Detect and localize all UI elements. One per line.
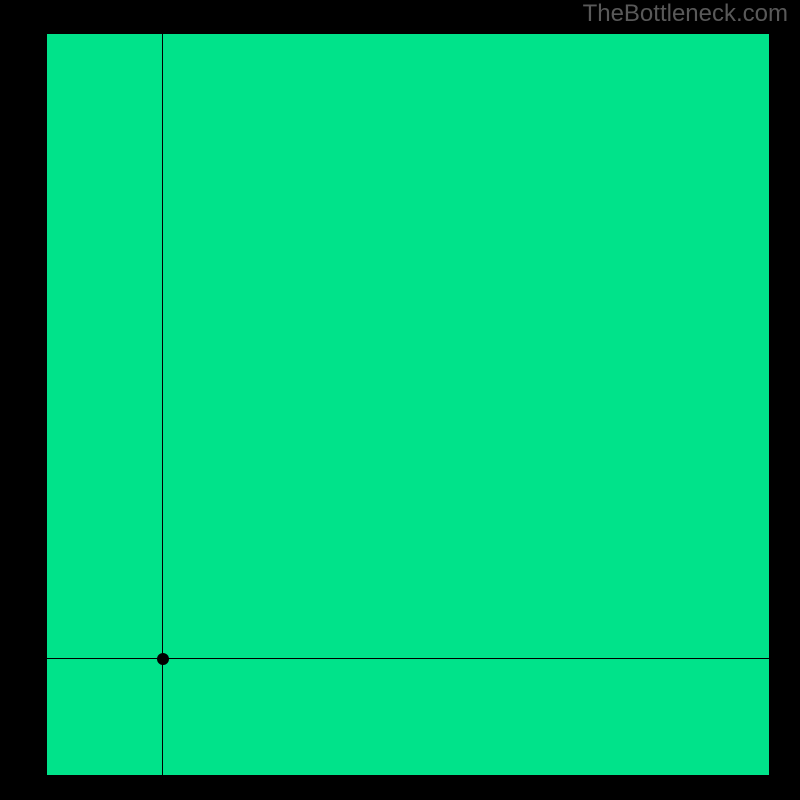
- watermark-text: TheBottleneck.com: [583, 0, 788, 28]
- crosshair-horizontal: [47, 658, 769, 659]
- figure-container: TheBottleneck.com: [0, 0, 800, 800]
- bottleneck-heatmap-canvas: [47, 34, 769, 775]
- marker-dot: [157, 653, 169, 665]
